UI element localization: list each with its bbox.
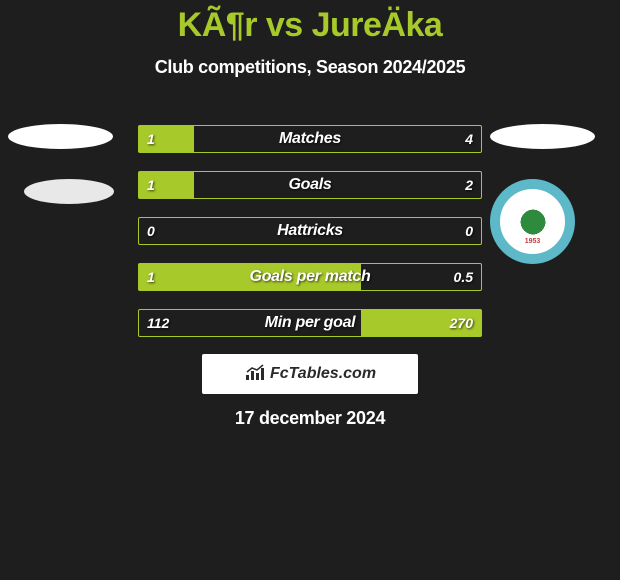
left-badge-1 [8, 124, 113, 149]
footer-date: 17 december 2024 [235, 408, 385, 429]
right-team-badges: 1953 [490, 124, 595, 264]
stat-row: 0 Hattricks 0 [138, 217, 482, 245]
stat-row: 112 Min per goal 270 [138, 309, 482, 337]
chart-icon [244, 363, 266, 386]
brand-box[interactable]: FcTables.com [202, 354, 418, 394]
page-subtitle: Club competitions, Season 2024/2025 [0, 57, 620, 78]
club-year: 1953 [525, 238, 541, 245]
infographic-root: KÃ¶r vs JureÄka Club competitions, Seaso… [0, 0, 620, 580]
stat-label: Hattricks [277, 222, 343, 240]
stat-row: 1 Goals 2 [138, 171, 482, 199]
left-badge-2 [24, 179, 114, 204]
brand-text: FcTables.com [270, 365, 376, 383]
left-team-badges [8, 124, 114, 204]
stat-value-left: 112 [147, 315, 169, 331]
stat-row: 1 Goals per match 0.5 [138, 263, 482, 291]
club-badge-inner: 1953 [508, 197, 558, 247]
stat-value-left: 1 [147, 269, 155, 285]
stat-value-left: 1 [147, 177, 155, 193]
stat-value-right: 4 [465, 131, 473, 147]
stat-value-left: 1 [147, 131, 155, 147]
stat-label: Min per goal [265, 314, 356, 332]
stat-label: Goals per match [250, 268, 371, 286]
right-club-badge: 1953 [490, 179, 575, 264]
stat-value-right: 0.5 [454, 269, 473, 285]
stat-label: Goals [289, 176, 332, 194]
stat-label: Matches [279, 130, 341, 148]
right-badge-1 [490, 124, 595, 149]
page-title: KÃ¶r vs JureÄka [0, 0, 620, 45]
stat-value-left: 0 [147, 223, 155, 239]
stat-value-right: 0 [465, 223, 473, 239]
comparison-bars: 1 Matches 4 1 Goals 2 0 Hattricks 0 1 Goals per ma… [138, 125, 482, 355]
brand-logo: FcTables.com [244, 363, 376, 386]
stat-value-right: 270 [450, 315, 473, 331]
stat-value-right: 2 [465, 177, 473, 193]
stat-row: 1 Matches 4 [138, 125, 482, 153]
